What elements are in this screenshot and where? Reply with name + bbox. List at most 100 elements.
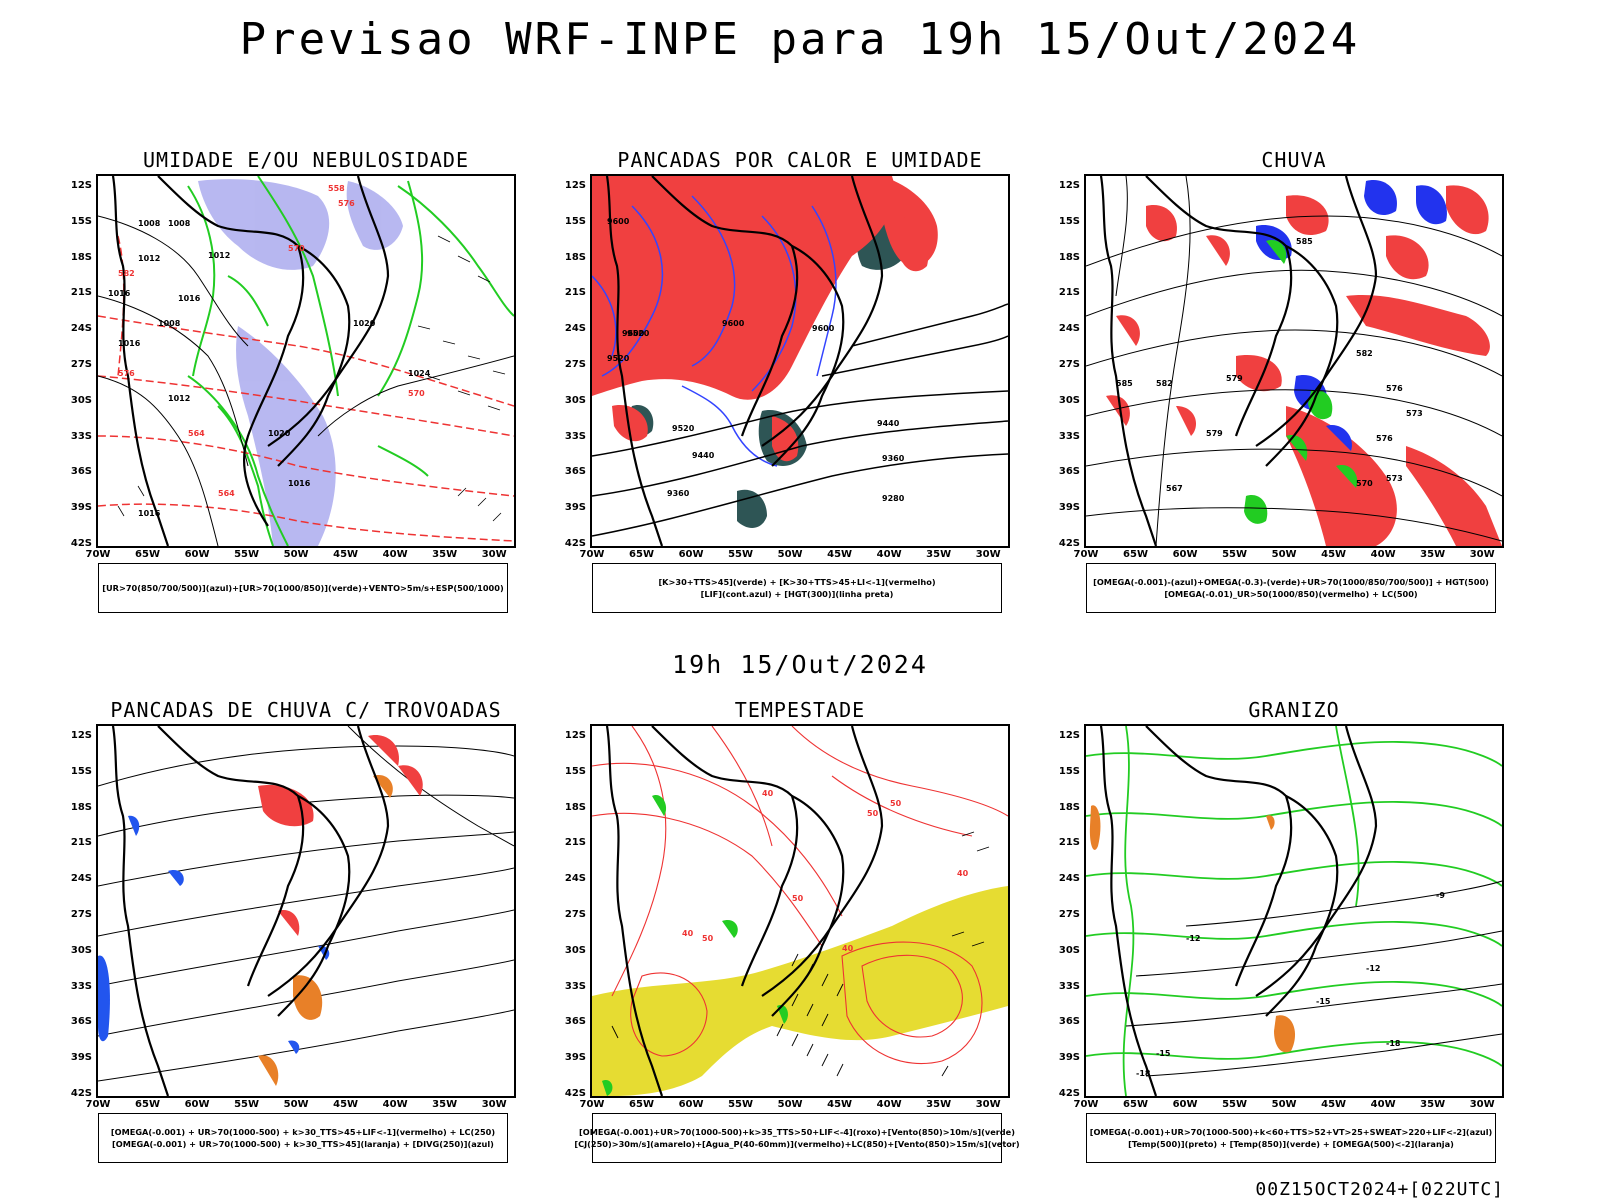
lat-tick-label: 18S [1058,251,1080,263]
lat-tick-label: 21S [564,287,586,299]
green-wind-fill [602,795,788,1096]
black-temp500-contours [1125,880,1502,1077]
contour-label: -18 [1136,1069,1151,1078]
lat-tick-label: 39S [564,1052,586,1064]
lat-tick-label: 18S [70,251,92,263]
lat-tick-label: 18S [70,801,92,813]
legend-line: [OMEGA(-0.001) + UR>70(1000-500) + k>30_… [112,1139,494,1149]
black-hgt-contours [592,303,1008,537]
lat-tick-label: 33S [70,430,92,442]
red-rain-fill [1106,185,1502,546]
lat-tick-label: 21S [1058,287,1080,299]
lat-tick-label: 36S [564,466,586,478]
lon-tick-label: 70W [85,549,111,560]
lat-tick-label: 30S [70,394,92,406]
contour-label: 40 [957,869,969,878]
lon-tick-label: 40W [1370,549,1396,560]
contour-label: 576 [1386,384,1403,393]
panel-legend: [OMEGA(-0.001)+UR>70(1000-500)+k<60+TTS>… [1086,1113,1496,1163]
lon-tick-label: 45W [827,1099,853,1110]
lat-tick-label: 27S [564,358,586,370]
contour-label: 9280 [882,494,905,503]
lon-tick-label: 45W [333,549,359,560]
lon-tick-label: 60W [1172,1099,1198,1110]
lat-tick-label: 21S [70,287,92,299]
lat-tick-label: 30S [1058,394,1080,406]
contour-label: -15 [1316,997,1331,1006]
lat-tick-label: 39S [564,502,586,514]
lat-tick-label: 30S [70,944,92,956]
contour-label: 9600 [812,324,835,333]
contour-label: 9600 [722,319,745,328]
country-borders [605,726,884,1096]
lat-tick-label: 12S [70,179,92,191]
legend-line: [Temp(500)](preto) + [Temp(850)](verde) … [1128,1139,1454,1149]
panel-legend: [OMEGA(-0.001)-(azul)+OMEGA(-0.3)-(verde… [1086,563,1496,613]
lat-tick-label: 24S [564,323,586,335]
lon-tick-label: 65W [629,549,654,560]
middle-time-label: 19h 15/Out/2024 [672,650,928,679]
lat-tick-label: 15S [564,765,586,777]
lon-tick-label: 30W [1469,1099,1495,1110]
panel-title: GRANIZO [1248,698,1340,722]
contour-label: 570 [288,244,305,253]
map-umidade: 1008 1008 1012 1012 1016 1016 1016 1020 1020 1024… [96,174,516,548]
lat-tick-label: 36S [1058,466,1080,478]
contour-label: 1016 [288,479,311,488]
lon-tick-label: 50W [283,1099,309,1110]
lon-tick-label: 55W [1222,549,1248,560]
yellow-jet-fill [592,886,1008,1096]
legend-line: [K>30+TTS>45](verde) + [K>30+TTS>45+LI<-… [658,577,936,587]
lon-tick-label: 40W [382,1099,408,1110]
lat-tick-label: 27S [70,358,92,370]
contour-label: 50 [702,934,714,943]
green-contours [187,176,514,546]
lat-tick-label: 15S [70,215,92,227]
lon-tick-label: 60W [184,549,210,560]
lon-tick-label: 35W [1420,549,1446,560]
contour-label: 40 [762,789,774,798]
lon-tick-label: 70W [1073,1099,1099,1110]
contour-label: 570 [1356,479,1373,488]
contour-label: 1020 [353,319,376,328]
lat-tick-label: 24S [1058,873,1080,885]
legend-line: [LIF](cont.azul) + [HGT(300)](linha pret… [700,589,894,599]
contour-labels: 1008 1008 1012 1012 1016 1016 1016 1020 1020 1024… [108,184,431,518]
lat-tick-label: 39S [70,1052,92,1064]
lat-tick-label: 21S [564,837,586,849]
lat-tick-label: 24S [70,873,92,885]
lon-tick-label: 60W [1172,549,1198,560]
contour-label: 9600 [622,329,645,338]
lon-tick-label: 35W [432,549,458,560]
lon-tick-label: 65W [1123,1099,1148,1110]
contour-label: 582 [1356,349,1373,358]
red-storm-fill [258,735,423,936]
panel-legend: [UR>70(850/700/500)](azul)+[UR>70(1000/8… [98,563,508,613]
panel-chuva: CHUVA [1059,148,1504,613]
legend-line: [UR>70(850/700/500)](azul)+[UR>70(1000/8… [102,583,504,593]
lat-tick-label: 21S [1058,837,1080,849]
lat-tick-label: 12S [1058,729,1080,741]
contour-labels: 50 50 40 40 50 40 40 50 [682,789,969,953]
streamlines [1086,176,1502,546]
contour-label: -15 [1156,1049,1171,1058]
panel-title: PANCADAS DE CHUVA C/ TROVOADAS [110,698,502,722]
streamlines [98,726,514,1082]
contour-label: 1016 [108,289,131,298]
lon-tick-label: 60W [678,549,704,560]
lon-tick-label: 30W [1469,549,1495,560]
contour-label: -12 [1186,934,1200,943]
contour-label: 570 [408,389,425,398]
lat-tick-label: 27S [1058,358,1080,370]
contour-label: 1016 [138,509,161,518]
contour-label: 9520 [627,329,650,338]
contour-label: 9520 [607,354,630,363]
lon-tick-label: 70W [579,1099,605,1110]
lat-tick-label: 42S [564,1088,586,1099]
contour-label: 585 [1296,237,1313,246]
country-borders [111,176,390,546]
lon-tick-label: 30W [481,1099,507,1110]
lat-tick-label: 15S [70,765,92,777]
contour-label: 9600 [607,217,630,226]
lat-tick-label: 27S [70,908,92,920]
